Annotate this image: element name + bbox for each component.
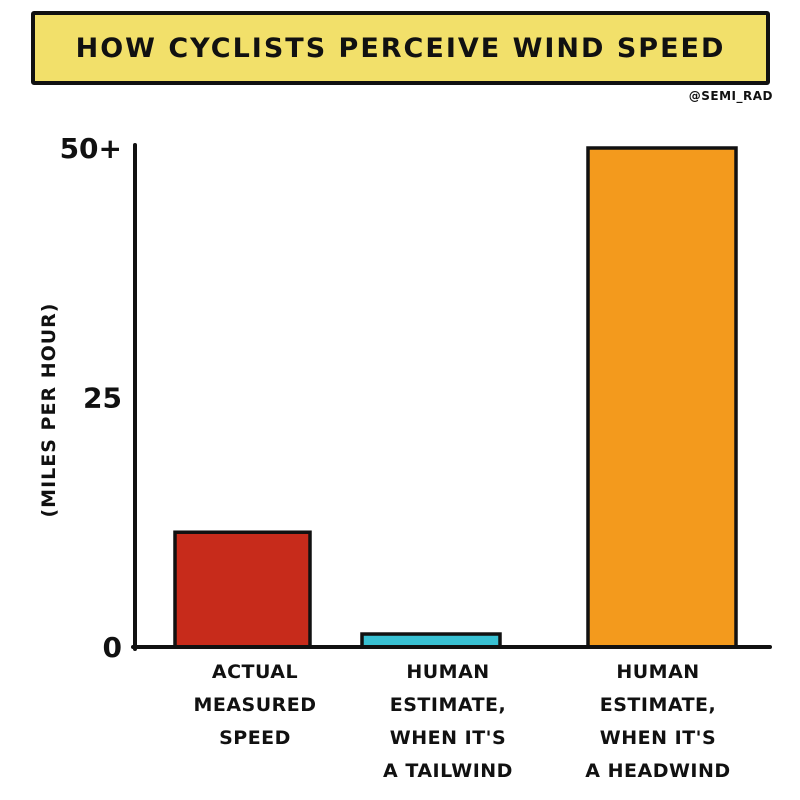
y-tick-label-1: 25 xyxy=(83,382,122,415)
category-label-0-line-2: SPEED xyxy=(219,727,291,749)
category-label-1-line-0: HUMAN xyxy=(406,661,489,683)
category-labels-group: ACTUAL MEASURED SPEED HUMAN ESTIMATE, WHEN IT… xyxy=(193,661,730,782)
credit-label: @SEMI_RAD xyxy=(688,89,773,103)
category-label-1-line-3: A TAILWIND xyxy=(383,760,513,782)
chart-title: HOW CYCLISTS PERCEIVE WIND SPEED xyxy=(75,32,726,64)
axes-group xyxy=(131,143,772,651)
category-label-2-line-0: HUMAN xyxy=(616,661,699,683)
bar-0 xyxy=(173,530,312,649)
category-label-1-line-2: WHEN IT'S xyxy=(390,727,506,749)
bars-group xyxy=(173,146,738,649)
title-banner: HOW CYCLISTS PERCEIVE WIND SPEED xyxy=(31,11,770,85)
category-label-0-line-1: MEASURED xyxy=(193,694,316,716)
category-label-2-line-2: WHEN IT'S xyxy=(600,727,716,749)
y-ticks-group: 0 25 50+ xyxy=(60,132,122,664)
category-label-0-line-0: ACTUAL xyxy=(212,661,298,683)
category-label-1-line-1: ESTIMATE, xyxy=(390,694,507,716)
category-label-2-line-3: A HEADWIND xyxy=(585,760,730,782)
y-axis-label: (MILES PER HOUR) xyxy=(38,303,60,518)
category-label-2-line-1: ESTIMATE, xyxy=(600,694,717,716)
y-tick-label-2: 50+ xyxy=(60,132,122,165)
bar-2 xyxy=(586,146,738,649)
y-tick-label-0: 0 xyxy=(103,631,122,664)
